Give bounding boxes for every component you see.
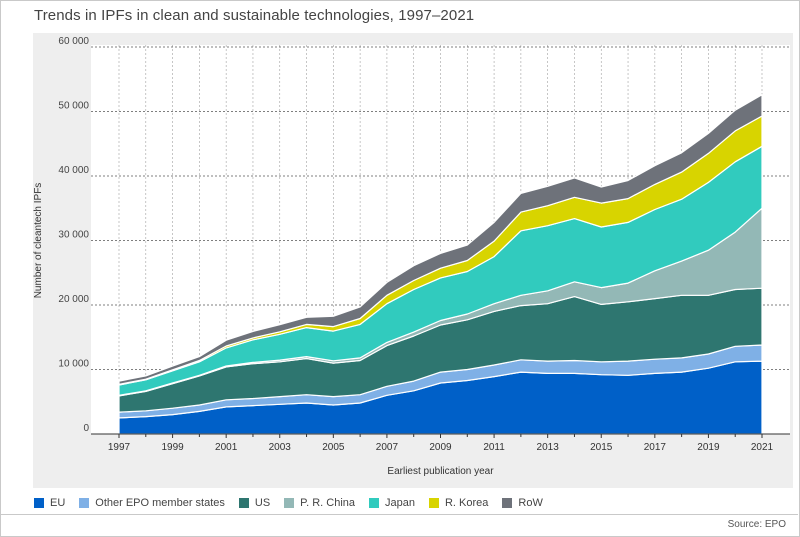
legend-item: Japan xyxy=(369,497,415,509)
legend-swatch xyxy=(369,498,379,508)
legend-swatch xyxy=(502,498,513,508)
chart-title: Trends in IPFs in clean and sustainable … xyxy=(34,7,475,24)
legend-swatch xyxy=(79,498,90,508)
x-tick-label: 2019 xyxy=(697,442,720,453)
x-tick-label: 2011 xyxy=(483,442,505,453)
legend-swatch xyxy=(34,498,44,508)
legend-label: US xyxy=(254,497,271,509)
y-tick-label: 0 xyxy=(83,423,89,434)
y-tick-label: 40 000 xyxy=(58,165,89,176)
legend-item: R. Korea xyxy=(428,497,489,509)
legend-item: Other EPO member states xyxy=(79,497,225,509)
legend: EU Other EPO member states US P. R. China Ja… xyxy=(34,497,557,509)
source-note: Source: EPO xyxy=(727,519,786,530)
y-tick-label: 50 000 xyxy=(58,101,89,112)
x-tick-label: 2001 xyxy=(215,442,238,453)
x-tick-label: 2015 xyxy=(590,442,613,453)
legend-label: R. Korea xyxy=(444,497,489,509)
x-tick-label: 2021 xyxy=(751,442,774,453)
legend-label: Other EPO member states xyxy=(95,497,225,509)
legend-label: Japan xyxy=(385,497,415,509)
y-tick-label: 10 000 xyxy=(58,359,89,370)
legend-item: RoW xyxy=(502,497,543,509)
footer-divider xyxy=(0,514,798,515)
x-tick-label: 2009 xyxy=(429,442,452,453)
y-tick-label: 60 000 xyxy=(58,36,89,47)
x-tick-label: 2005 xyxy=(322,442,345,453)
y-tick-label: 20 000 xyxy=(58,294,89,305)
x-tick-label: 1997 xyxy=(108,442,131,453)
legend-swatch xyxy=(284,498,295,508)
legend-item: P. R. China xyxy=(284,497,355,509)
x-tick-label: 2007 xyxy=(376,442,399,453)
x-axis-label: Earliest publication year xyxy=(387,466,494,477)
area-series-7 xyxy=(118,94,763,385)
legend-label: EU xyxy=(50,497,66,509)
legend-item: US xyxy=(238,497,271,509)
legend-label: RoW xyxy=(518,497,543,509)
x-tick-label: 2003 xyxy=(269,442,292,453)
x-tick-label: 1999 xyxy=(161,442,184,453)
y-tick-label: 30 000 xyxy=(58,230,89,241)
legend-item: EU xyxy=(34,497,65,509)
legend-swatch xyxy=(428,498,439,508)
plot-area: 0 10 000 20 000 30 000 40 000 50 000 60 000 199… xyxy=(33,33,793,488)
legend-label: P. R. China xyxy=(300,497,355,509)
x-tick-label: 2017 xyxy=(644,442,667,453)
legend-swatch xyxy=(238,498,249,508)
y-axis-label: Number of cleantech IPFs xyxy=(33,183,44,299)
x-tick-label: 2013 xyxy=(537,442,560,453)
area-chart: 0 10 000 20 000 30 000 40 000 50 000 60 000 199… xyxy=(33,36,790,477)
